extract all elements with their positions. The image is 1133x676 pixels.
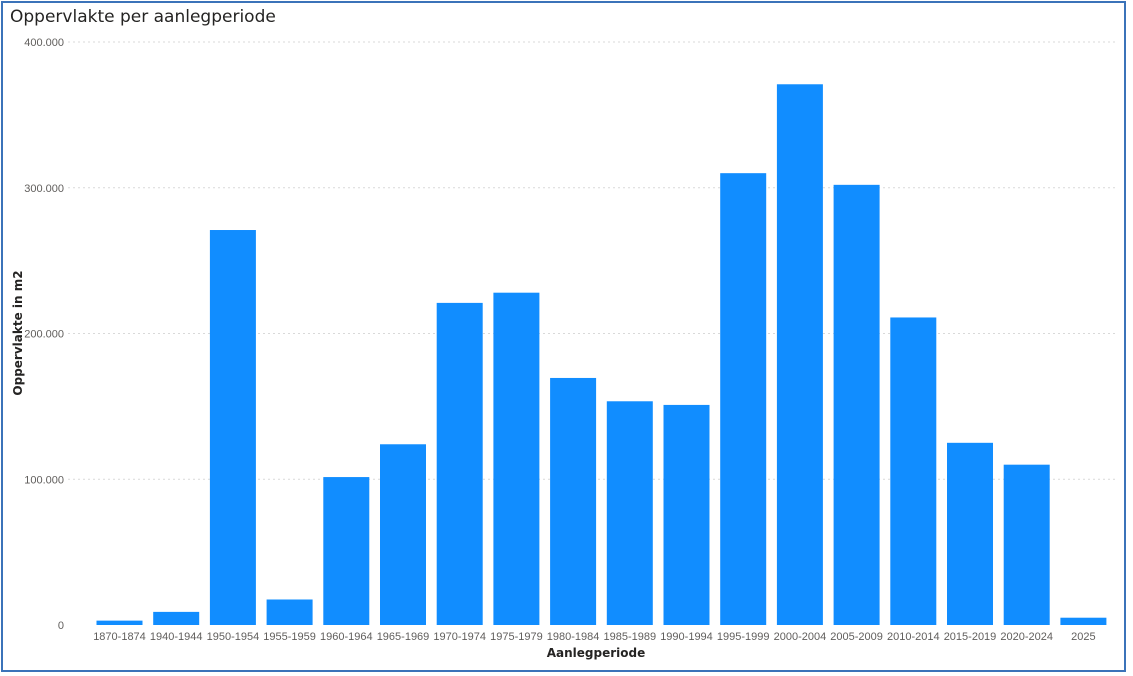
bar[interactable] [266, 599, 313, 625]
bar[interactable] [96, 620, 143, 625]
chart-title: Oppervlakte per aanlegperiode [10, 7, 276, 27]
bar[interactable] [436, 302, 483, 625]
bar[interactable] [550, 377, 597, 625]
x-tick-label: 1970-1974 [433, 631, 486, 643]
y-tick-label: 200.000 [24, 329, 64, 341]
y-axis-title: Oppervlakte in m2 [11, 270, 25, 395]
x-tick-label: 1955-1959 [263, 631, 316, 643]
x-tick-label: 2015-2019 [944, 631, 997, 643]
x-tick-label: 2000-2004 [774, 631, 827, 643]
bar[interactable] [380, 444, 426, 625]
x-axis-title: Aanlegperiode [547, 646, 646, 660]
x-tick-label: 1940-1944 [150, 631, 203, 643]
x-tick-label: 2025 [1071, 631, 1095, 643]
x-tick-label: 1990-1994 [660, 631, 713, 643]
x-tick-label: 1985-1989 [603, 631, 656, 643]
y-tick-label: 100.000 [24, 474, 64, 486]
x-tick-label: 1965-1969 [377, 631, 430, 643]
bar[interactable] [1060, 617, 1107, 625]
bar[interactable] [209, 230, 256, 625]
x-tick-label: 1995-1999 [717, 631, 770, 643]
bar[interactable] [720, 173, 767, 626]
bar[interactable] [833, 184, 880, 625]
bar[interactable] [663, 404, 710, 625]
x-tick-label: 1870-1874 [93, 631, 146, 643]
x-tick-label: 2010-2014 [887, 631, 940, 643]
bar[interactable] [323, 477, 370, 625]
x-tick-label: 1975-1979 [490, 631, 543, 643]
y-tick-label: 400.000 [24, 37, 64, 49]
bar[interactable] [493, 292, 540, 625]
bar[interactable] [1003, 464, 1050, 625]
x-tick-label: 2020-2024 [1000, 631, 1053, 643]
x-tick-label: 1950-1954 [207, 631, 260, 643]
x-tick-label: 1960-1964 [320, 631, 373, 643]
bar[interactable] [606, 401, 653, 625]
y-tick-label: 300.000 [24, 183, 64, 195]
y-tick-label: 0 [58, 620, 64, 632]
x-tick-label: 2005-2009 [830, 631, 883, 643]
bar[interactable] [890, 317, 937, 625]
bar[interactable] [776, 84, 823, 625]
bar[interactable] [153, 611, 200, 625]
x-tick-label: 1980-1984 [547, 631, 600, 643]
bar[interactable] [947, 442, 993, 625]
